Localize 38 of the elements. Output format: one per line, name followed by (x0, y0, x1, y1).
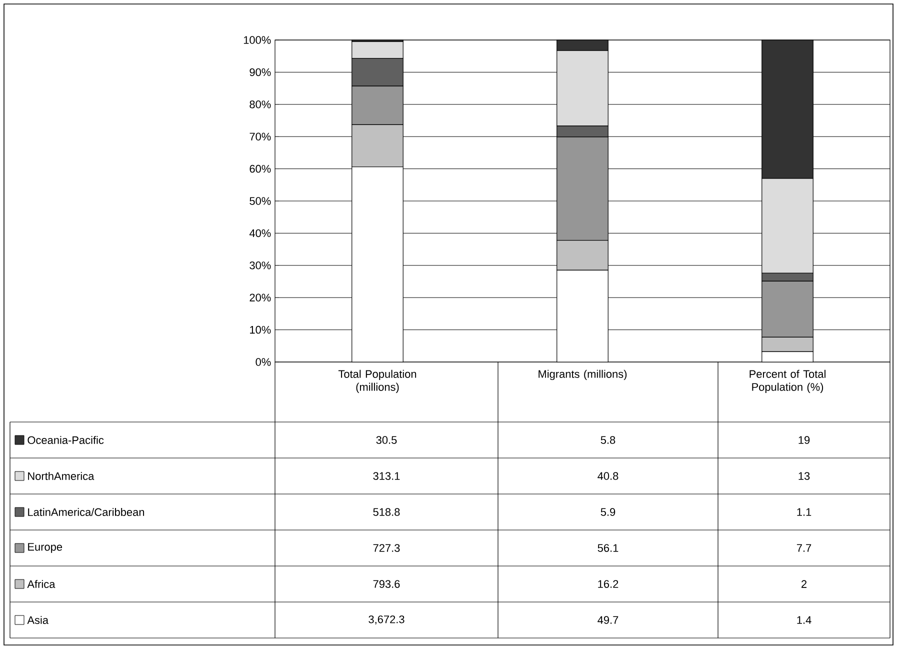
y-tick-label: 90% (250, 68, 271, 76)
text: 16.2 (598, 580, 618, 588)
x-tick-label: Total Population (millions) (338, 370, 416, 394)
y-tick-label: 30% (250, 262, 271, 270)
text: 5.9 (600, 508, 616, 516)
text: 793.6 (373, 580, 400, 588)
y-tick-label: 100% (244, 36, 271, 44)
text: 3,672.3 (368, 615, 404, 625)
legend-label: Oceania-Pacific (28, 436, 104, 444)
text: 727.3 (373, 544, 400, 552)
text: 313.1 (373, 472, 400, 480)
y-tick-label: 60% (250, 164, 271, 173)
y-tick-label: 50% (250, 197, 271, 205)
text: 2 (802, 580, 807, 588)
text: 518.8 (373, 508, 400, 516)
text: 19 (798, 436, 810, 444)
text: 30.5 (376, 436, 397, 444)
y-tick-label: 20% (250, 294, 271, 302)
text: 40.8 (598, 472, 618, 480)
text: 1.4 (797, 616, 812, 624)
text: 13 (798, 472, 810, 480)
y-tick-label: 0% (256, 358, 271, 366)
y-tick-label: 80% (250, 100, 271, 108)
text: 1.1 (797, 508, 812, 516)
legend-label: NorthAmerica (28, 472, 94, 480)
text: 56.1 (598, 544, 618, 552)
y-tick-label: 40% (249, 229, 271, 238)
text: 5.8 (600, 436, 616, 444)
legend-label: Africa (27, 580, 56, 588)
x-tick-label: Percent of Total Population (%) (750, 370, 826, 394)
legend-label: Asia (27, 616, 49, 624)
y-tick-label: 70% (250, 132, 271, 140)
text: 7.7 (796, 544, 812, 552)
x-tick-label: Migrants (millions) (538, 370, 627, 380)
legend-label: Europe (28, 543, 62, 553)
legend-label: LatinAmerica/Caribbean (28, 508, 144, 516)
text: 49.7 (598, 616, 618, 624)
y-tick-label: 10% (250, 326, 271, 334)
